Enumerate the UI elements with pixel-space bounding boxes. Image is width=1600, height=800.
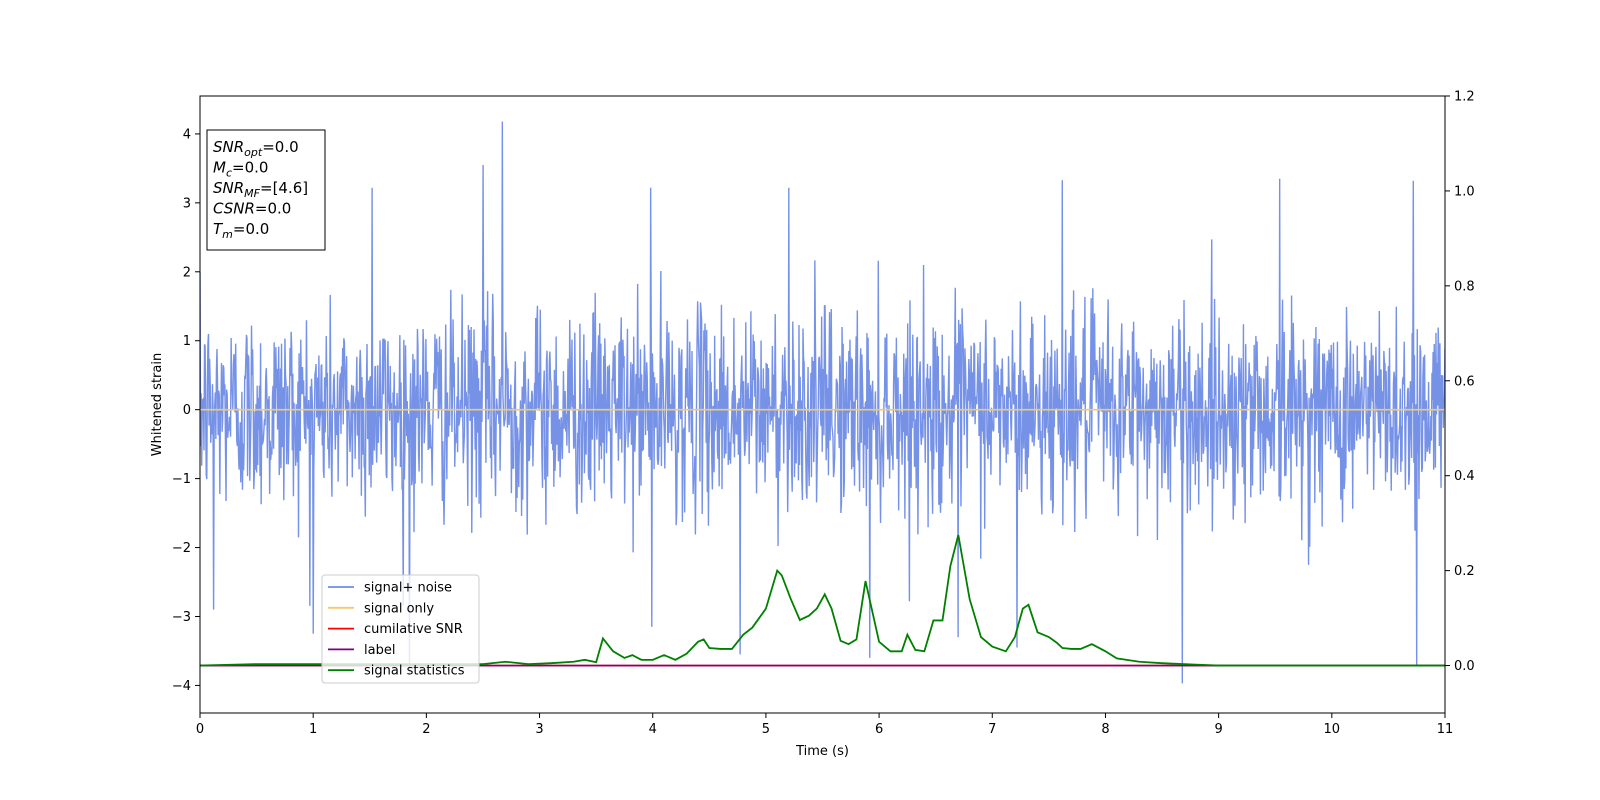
- y2-tick-label: 0.6: [1454, 374, 1475, 389]
- legend-entry: signal+ noise: [364, 581, 452, 596]
- x-tick-label: 2: [422, 722, 430, 737]
- y-tick-label: 0: [183, 403, 191, 418]
- x-tick-label: 6: [875, 722, 883, 737]
- y2-tick-label: 1.0: [1454, 184, 1475, 199]
- legend-entry: label: [364, 643, 395, 658]
- y-axis-label: Whitened strain: [150, 353, 165, 456]
- x-tick-label: 5: [762, 722, 770, 737]
- info-value: =[4.6]: [260, 179, 308, 197]
- x-tick-label: 8: [1101, 722, 1109, 737]
- y2-tick-label: 0.2: [1454, 564, 1475, 579]
- x-tick-label: 0: [196, 722, 204, 737]
- y2-tick-label: 0.4: [1454, 469, 1475, 484]
- y2-tick-label: 0.0: [1454, 659, 1475, 674]
- info-value: =0.0: [262, 138, 298, 156]
- y-tick-label: −1: [172, 472, 191, 487]
- x-tick-label: 3: [535, 722, 543, 737]
- info-value: =0.0: [233, 220, 269, 238]
- legend-entry: signal statistics: [364, 664, 465, 679]
- x-tick-label: 11: [1437, 722, 1454, 737]
- info-line: Tm=0.0: [213, 220, 269, 241]
- info-symbol: CSNR: [213, 200, 255, 218]
- y-tick-label: 4: [183, 127, 191, 142]
- y-tick-label: 2: [183, 265, 191, 280]
- info-box: SNRopt=0.0Mc=0.0SNRMF=[4.6]CSNR=0.0Tm=0.…: [207, 130, 325, 250]
- info-line: SNRMF=[4.6]: [213, 179, 308, 200]
- info-subscript: m: [222, 228, 233, 241]
- x-axis-label: Time (s): [795, 744, 849, 759]
- y-tick-label: −2: [172, 541, 191, 556]
- x-tick-label: 4: [649, 722, 657, 737]
- info-subscript: opt: [244, 146, 263, 159]
- info-symbol: M: [213, 159, 226, 177]
- x-tick-label: 7: [988, 722, 996, 737]
- legend-entry: signal only: [364, 601, 434, 616]
- info-line: Mc=0.0: [213, 159, 268, 180]
- x-tick-label: 9: [1214, 722, 1222, 737]
- legend-entry: cumilative SNR: [364, 622, 463, 637]
- y-tick-label: −3: [172, 610, 191, 625]
- info-line: CSNR=0.0: [213, 200, 291, 218]
- info-subscript: MF: [244, 187, 260, 200]
- info-value: =0.0: [232, 159, 268, 177]
- y-tick-label: 1: [183, 334, 191, 349]
- info-value: =0.0: [255, 200, 291, 218]
- x-tick-label: 1: [309, 722, 317, 737]
- y-tick-label: 3: [183, 196, 191, 211]
- info-symbol: SNR: [213, 179, 244, 197]
- legend: signal+ noise signal only cumilative SNR la…: [322, 575, 479, 683]
- y-tick-label: −4: [172, 679, 191, 694]
- x-tick-label: 10: [1324, 722, 1341, 737]
- y2-tick-label: 1.2: [1454, 90, 1475, 105]
- y2-tick-label: 0.8: [1454, 279, 1475, 294]
- info-symbol: SNR: [213, 138, 244, 156]
